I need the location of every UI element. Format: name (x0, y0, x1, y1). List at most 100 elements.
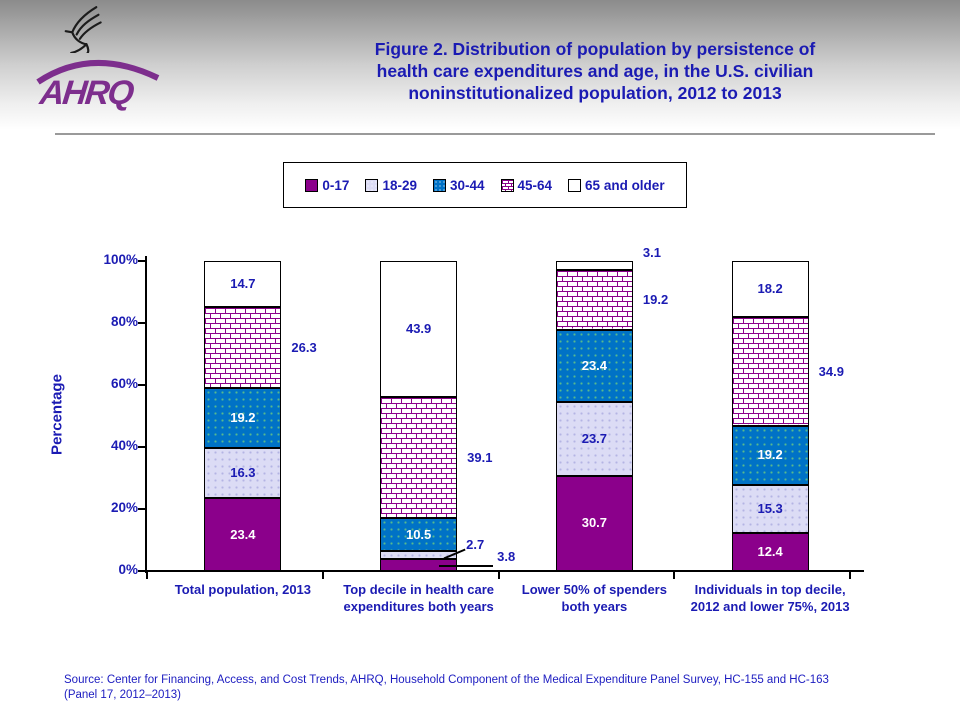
figure-title-line2: health care expenditures and age, in the… (376, 61, 814, 81)
brick-pattern (556, 271, 632, 329)
source-note: Source: Center for Financing, Access, an… (64, 673, 934, 703)
y-axis-tick-label: 80% (110, 314, 138, 329)
x-category-label-line: Total population, 2013 (174, 582, 312, 597)
header-divider (55, 133, 935, 135)
x-axis-tick (673, 572, 676, 579)
figure-title-line1: Figure 2. Distribution of population by … (374, 39, 816, 59)
bar-segment-18-29 (380, 550, 458, 560)
segment-value-label: 19.2 (642, 292, 669, 308)
segment-value-label: 3.1 (642, 245, 661, 261)
segment-value-label: 14.7 (230, 276, 256, 292)
bar-segment-18-29 (731, 485, 809, 533)
segment-value-label: 19.2 (230, 410, 256, 426)
bar-segment-30-44 (555, 329, 633, 403)
figure-title-line3: noninstitutionalized population, 2012 to… (408, 83, 782, 103)
bar-segment-45-64 (380, 397, 458, 519)
x-category-label-line: Top decile in health care (343, 582, 494, 597)
brick-pattern (205, 307, 281, 388)
source-note-line1: Source: Center for Financing, Access, an… (64, 674, 829, 686)
legend-swatch-dots-icon (365, 178, 379, 192)
segment-value-label: 12.4 (757, 543, 783, 559)
y-axis-line (145, 256, 147, 573)
bar-segment-45-64 (204, 306, 282, 389)
ahrq-logo: AHRQ (34, 48, 164, 112)
y-axis-tick (138, 384, 146, 386)
bar-segment-30-44 (204, 388, 282, 448)
source-note-line2: (Panel 17, 2012–2013) (64, 689, 182, 701)
segment-value-label: 43.9 (405, 321, 432, 337)
y-axis-tick-label: 100% (103, 252, 138, 267)
y-axis-tick (138, 570, 146, 572)
y-axis-tick-label: 60% (110, 376, 138, 391)
x-category-label: Individuals in top decile, 2012 and lower… (670, 581, 870, 615)
y-axis-tick (138, 260, 146, 262)
ahrq-arc-icon (36, 60, 160, 85)
x-category-label-line: 2012 and lower 75%, 2013 (690, 599, 850, 614)
x-category-label-line: both years (561, 599, 628, 614)
x-axis-tick (146, 572, 148, 579)
brick-pattern (501, 179, 513, 191)
y-axis-tick-label: 40% (110, 438, 138, 453)
segment-value-label: 23.7 (581, 431, 608, 447)
bar-segment-45-64 (555, 270, 633, 330)
legend-label: 65 and older (585, 177, 665, 193)
figure-title: Figure 2. Distribution of population by … (245, 38, 945, 104)
segment-value-label: 23.4 (230, 526, 256, 542)
segment-value-label: 16.3 (230, 465, 256, 481)
x-category-label: Lower 50% of spenders both years (494, 581, 694, 615)
legend-label: 30-44 (449, 177, 485, 193)
x-category-label: Top decile in health care expenditures bo… (319, 581, 519, 615)
y-axis-tick (138, 508, 146, 510)
segment-value-label: 30.7 (581, 515, 608, 531)
chart-legend: 0-17 18-29 30-44 45-64 65 and older (283, 162, 687, 208)
x-category-label-line: Individuals in top decile, (694, 582, 846, 597)
bar-segment-0-17 (555, 475, 633, 571)
segment-value-label: 10.5 (405, 526, 432, 542)
brick-pattern (381, 398, 457, 518)
x-axis-tick (497, 572, 500, 579)
x-category-label: Total population, 2013 (143, 581, 343, 598)
legend-swatch-dots-icon (432, 178, 446, 192)
segment-value-label: 23.4 (581, 358, 608, 374)
bar-segment-65-and-older (204, 261, 282, 307)
x-axis-line (145, 570, 864, 572)
legend-item-65-and-older: 65 and older (568, 178, 665, 193)
header-banner: AHRQ Figure 2. Distribution of populatio… (0, 0, 960, 130)
bar-segment-65-and-older (380, 261, 458, 398)
legend-label: 18-29 (382, 177, 417, 193)
legend-label: 0-17 (322, 177, 350, 193)
segment-value-label: 19.2 (757, 447, 783, 463)
segment-value-label: 34.9 (818, 363, 844, 379)
y-axis-tick (138, 446, 146, 448)
bar-segment-18-29 (204, 447, 282, 499)
segment-value-label: 2.7 (466, 536, 485, 552)
bar-segment-0-17 (204, 498, 282, 571)
legend-item-0-17: 0-17 (305, 178, 349, 193)
hhs-eagle-icon (64, 6, 102, 53)
brick-pattern (732, 318, 808, 425)
x-category-label-line: expenditures both years (343, 599, 494, 614)
y-axis-tick-label: 20% (110, 500, 138, 515)
y-axis-title: Percentage (48, 374, 66, 455)
x-category-label-line: Lower 50% of spenders (521, 582, 667, 597)
legend-swatch-solid-icon (568, 178, 582, 192)
segment-value-label: 3.8 (497, 549, 516, 564)
legend-item-30-44: 30-44 (432, 177, 485, 193)
bar-segment-30-44 (380, 518, 458, 551)
segment-value-label: 18.2 (757, 281, 783, 297)
leader-line (439, 565, 494, 567)
segment-value-label: 26.3 (291, 339, 317, 355)
segment-value-label: 15.3 (757, 500, 783, 516)
bar-segment-65-and-older (731, 261, 809, 318)
legend-swatch-solid-icon (305, 178, 319, 192)
bar-segment-18-29 (555, 402, 633, 476)
legend-swatch-brick-icon (500, 178, 514, 192)
segment-value-label: 39.1 (467, 449, 493, 465)
legend-item-18-29: 18-29 (365, 178, 417, 193)
legend-item-45-64: 45-64 (500, 178, 552, 193)
bar-segment-65-and-older (555, 260, 633, 271)
bar-segment-0-17 (731, 532, 809, 571)
bar-segment-30-44 (731, 425, 809, 486)
